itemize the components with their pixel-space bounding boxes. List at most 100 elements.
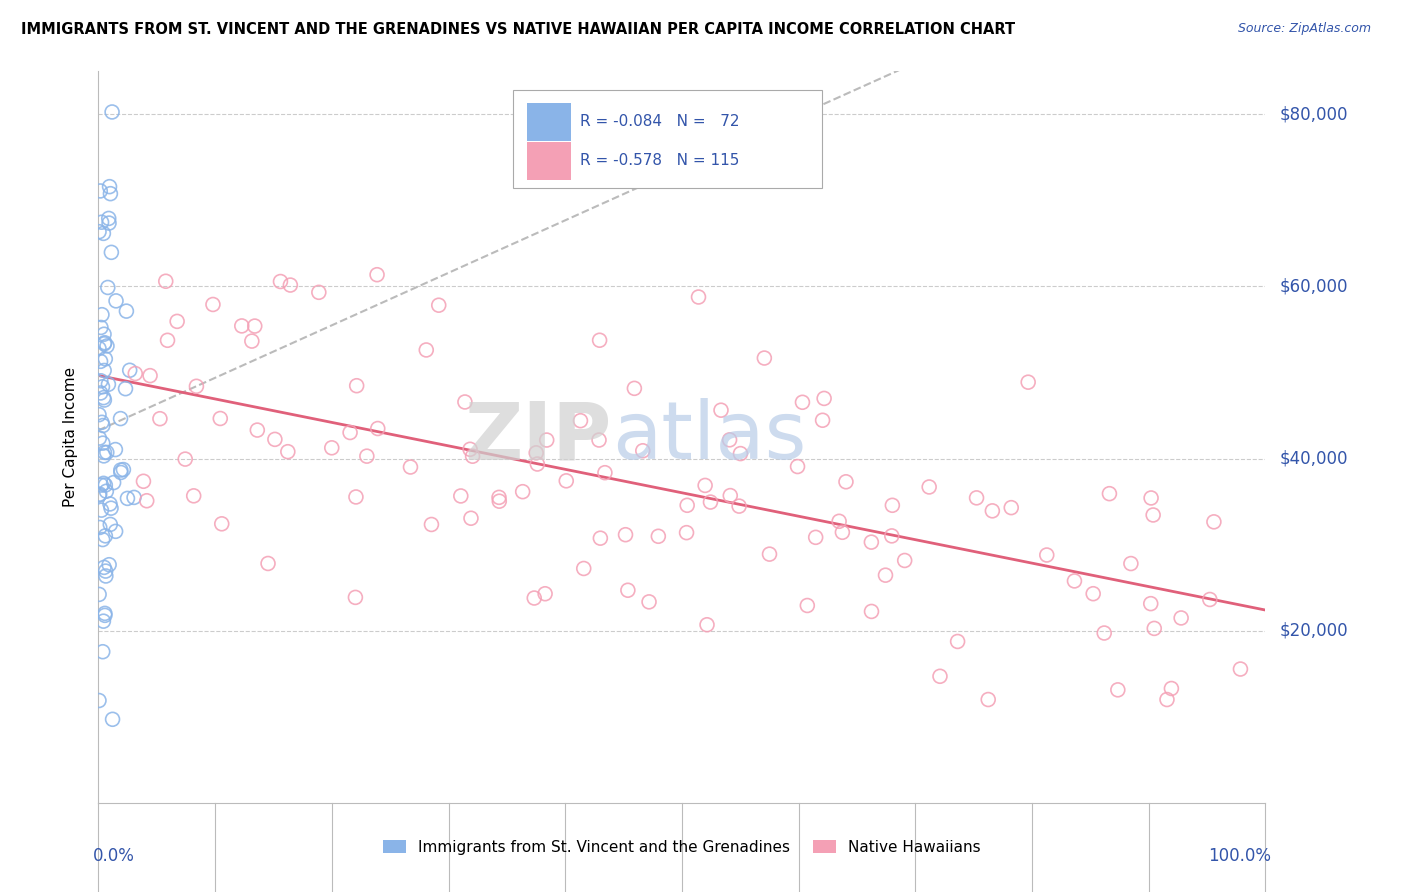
Point: [87, 587, 110, 601]
Point: [458, 442, 481, 457]
Point: [89, 488, 111, 502]
Point: [1156, 692, 1178, 706]
Point: [1160, 681, 1182, 696]
Point: [1170, 611, 1192, 625]
Point: [804, 530, 827, 544]
Point: [96, 339, 118, 353]
Point: [526, 457, 548, 471]
Point: [828, 514, 851, 528]
Point: [730, 447, 752, 461]
Point: [101, 712, 124, 726]
Point: [461, 449, 484, 463]
Point: [280, 278, 302, 293]
Point: [569, 414, 592, 428]
Point: [156, 333, 179, 347]
Point: [209, 411, 232, 425]
Point: [89, 431, 111, 445]
Point: [98, 517, 121, 532]
Point: [97, 211, 120, 226]
Point: [918, 480, 941, 494]
Point: [93, 335, 115, 350]
Point: [122, 491, 145, 505]
Point: [89, 487, 111, 501]
Point: [90, 386, 112, 401]
Point: [90, 415, 112, 429]
Point: [211, 516, 233, 531]
Point: [450, 489, 472, 503]
Point: [488, 491, 510, 505]
Point: [269, 275, 291, 289]
Point: [93, 449, 115, 463]
Point: [87, 693, 110, 707]
Point: [91, 436, 114, 450]
Point: [174, 452, 197, 467]
Point: [882, 498, 904, 512]
Point: [420, 517, 443, 532]
Point: [100, 501, 122, 516]
Text: Source: ZipAtlas.com: Source: ZipAtlas.com: [1237, 22, 1371, 36]
Point: [91, 380, 114, 394]
Point: [246, 423, 269, 437]
Point: [875, 568, 897, 582]
Point: [623, 381, 645, 395]
Point: [240, 334, 263, 348]
Point: [321, 441, 343, 455]
Y-axis label: Per Capita Income: Per Capita Income: [63, 367, 77, 508]
Point: [1119, 557, 1142, 571]
Point: [1143, 621, 1166, 635]
Point: [1107, 682, 1129, 697]
Point: [98, 558, 121, 572]
Point: [813, 392, 835, 406]
Point: [115, 304, 138, 318]
Point: [415, 343, 437, 357]
Point: [93, 391, 115, 405]
Point: [201, 297, 224, 311]
Point: [617, 583, 640, 598]
Point: [728, 499, 751, 513]
Point: [93, 227, 115, 241]
Point: [94, 607, 117, 621]
Point: [966, 491, 988, 505]
Point: [860, 535, 883, 549]
Point: [699, 495, 721, 509]
Text: atlas: atlas: [612, 398, 806, 476]
Point: [427, 298, 450, 312]
Point: [1063, 574, 1085, 588]
Point: [100, 245, 122, 260]
Point: [91, 308, 114, 322]
Point: [87, 225, 110, 239]
Point: [981, 504, 1004, 518]
Point: [758, 547, 780, 561]
Text: $40,000: $40,000: [1279, 450, 1348, 467]
Point: [675, 525, 697, 540]
Point: [893, 553, 915, 567]
Point: [977, 692, 1000, 706]
Point: [1098, 486, 1121, 500]
Text: $60,000: $60,000: [1279, 277, 1348, 295]
Point: [97, 280, 120, 294]
Point: [718, 433, 741, 447]
Point: [488, 494, 510, 508]
Point: [366, 268, 388, 282]
Point: [754, 351, 776, 365]
Point: [831, 525, 853, 540]
Point: [588, 333, 610, 347]
Point: [93, 392, 115, 407]
Point: [98, 216, 121, 230]
Point: [277, 444, 299, 458]
Point: [929, 669, 952, 683]
Point: [308, 285, 330, 300]
Point: [344, 490, 367, 504]
Point: [93, 476, 115, 491]
Point: [1036, 548, 1059, 562]
Point: [676, 498, 699, 512]
Point: [93, 445, 115, 459]
Point: [796, 599, 818, 613]
Point: [110, 466, 132, 480]
Point: [695, 478, 717, 492]
Point: [110, 463, 132, 477]
Point: [91, 418, 114, 433]
Point: [155, 274, 177, 288]
Point: [860, 604, 883, 618]
Point: [346, 378, 368, 392]
